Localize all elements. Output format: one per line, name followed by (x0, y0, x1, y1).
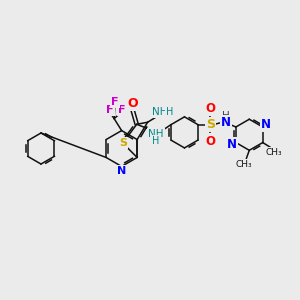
Text: CH₃: CH₃ (236, 160, 253, 169)
Text: N: N (227, 138, 237, 152)
Text: CH₃: CH₃ (265, 148, 282, 157)
Text: O: O (127, 97, 137, 110)
Text: H: H (166, 107, 174, 117)
Text: S: S (119, 138, 127, 148)
Text: NH: NH (152, 107, 167, 117)
Text: O: O (206, 134, 215, 148)
Text: F: F (106, 105, 113, 115)
Text: N: N (261, 118, 271, 131)
Text: S: S (206, 118, 215, 131)
Text: N: N (117, 166, 126, 176)
Text: O: O (206, 102, 215, 115)
Text: H: H (222, 111, 230, 121)
Text: N: N (221, 116, 231, 129)
Text: H: H (152, 136, 160, 146)
Text: NH: NH (148, 129, 164, 139)
Text: F: F (118, 105, 125, 115)
Text: F: F (111, 97, 118, 106)
